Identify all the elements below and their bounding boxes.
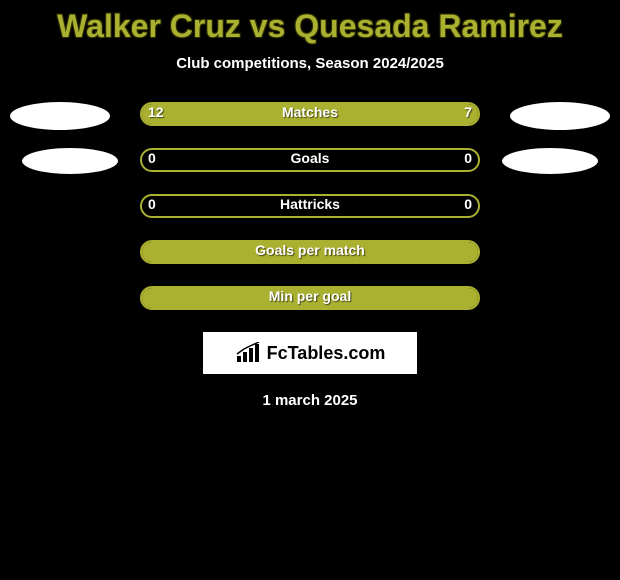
chart-icon [235, 342, 261, 364]
stat-label: Matches [140, 104, 480, 120]
stat-label: Hattricks [140, 196, 480, 212]
stat-label: Min per goal [140, 288, 480, 304]
stat-row: Goals per match [0, 240, 620, 264]
season-subtitle: Club competitions, Season 2024/2025 [0, 55, 620, 72]
stat-row: 127Matches [0, 102, 620, 126]
stat-label: Goals per match [140, 242, 480, 258]
stats-area: 127Matches 00Goals 00Hattricks Goals per ma… [0, 102, 620, 310]
stat-row: 00Hattricks [0, 194, 620, 218]
stat-row: Min per goal [0, 286, 620, 310]
snapshot-date: 1 march 2025 [0, 392, 620, 409]
stat-label: Goals [140, 150, 480, 166]
stat-row: 00Goals [0, 148, 620, 172]
branding-badge: FcTables.com [203, 332, 417, 374]
branding-text: FcTables.com [267, 343, 386, 364]
comparison-title: Walker Cruz vs Quesada Ramirez [0, 0, 620, 45]
